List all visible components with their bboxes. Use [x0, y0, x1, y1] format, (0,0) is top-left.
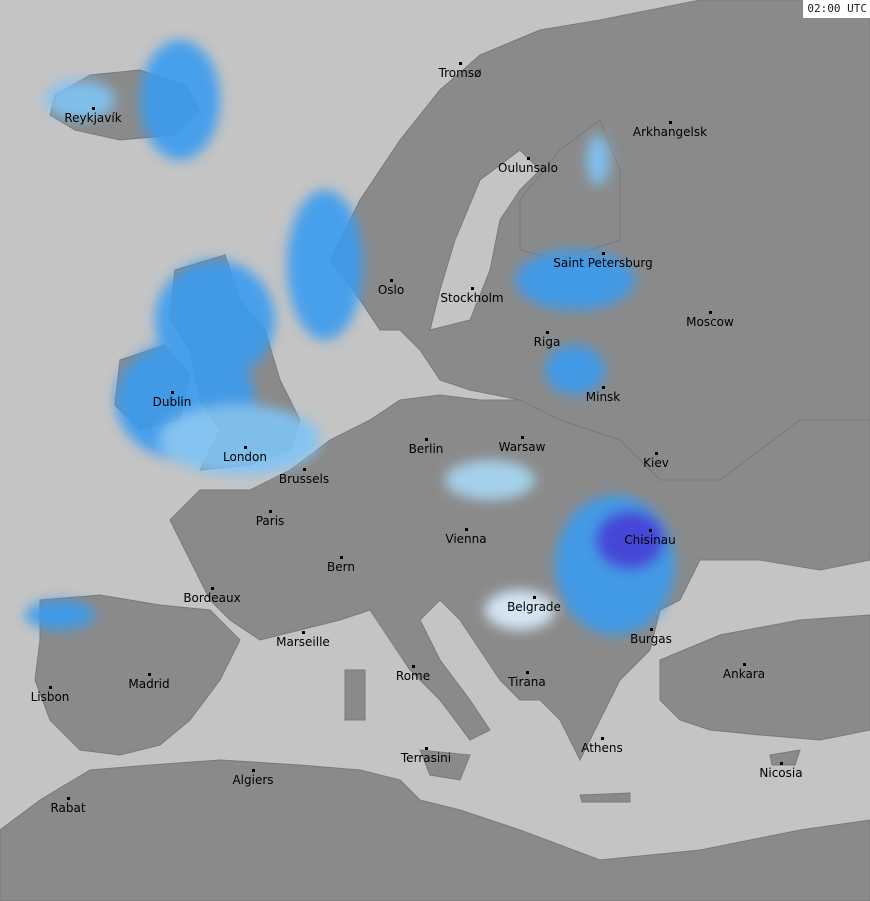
city-dot	[602, 386, 605, 389]
city-dot	[49, 686, 52, 689]
city-dot	[602, 252, 605, 255]
city-label: Warsaw	[498, 440, 546, 454]
city-label: Nicosia	[759, 766, 803, 780]
radar-echo-england	[160, 405, 320, 475]
city-dot	[412, 665, 415, 668]
city-label: Rabat	[50, 801, 86, 815]
city-dot	[546, 331, 549, 334]
city-label: Bern	[327, 560, 355, 574]
city-dot	[269, 510, 272, 513]
city-label: Kiev	[643, 456, 669, 470]
city-dot	[527, 157, 530, 160]
radar-echo-moldova-heavy	[595, 510, 665, 570]
radar-echo-poland	[445, 460, 535, 500]
city-label: Chisinau	[624, 533, 676, 547]
city-label: Saint Petersburg	[553, 256, 653, 270]
city-dot	[709, 311, 712, 314]
city-label: Marseille	[276, 635, 330, 649]
city-dot	[303, 468, 306, 471]
city-label: Tirana	[508, 675, 546, 689]
city-label: Bordeaux	[183, 591, 241, 605]
city-dot	[743, 663, 746, 666]
land-crete	[579, 792, 631, 803]
city-label: Belgrade	[507, 600, 561, 614]
radar-echo-finland	[586, 135, 610, 185]
city-dot	[92, 107, 95, 110]
radar-echo-iceland	[140, 40, 220, 160]
city-dot	[390, 279, 393, 282]
radar-echo-belarus	[545, 345, 605, 395]
city-label: Reykjavík	[64, 111, 122, 125]
city-dot	[425, 438, 428, 441]
city-dot	[533, 596, 536, 599]
city-dot	[244, 446, 247, 449]
city-dot	[650, 628, 653, 631]
city-label: Vienna	[445, 532, 487, 546]
city-dot	[425, 747, 428, 750]
city-label: Moscow	[686, 315, 734, 329]
city-label: Riga	[533, 335, 561, 349]
land-cyprus	[769, 749, 801, 766]
city-dot	[655, 452, 658, 455]
radar-echo-iceland-west	[45, 80, 115, 120]
land-iberia	[34, 594, 241, 756]
city-dot	[171, 391, 174, 394]
city-dot	[211, 587, 214, 590]
city-label: Tromsø	[438, 66, 482, 80]
city-dot	[649, 529, 652, 532]
city-label: Madrid	[128, 677, 170, 691]
city-label: Arkhangelsk	[632, 125, 708, 139]
city-dot	[302, 631, 305, 634]
land-turkey	[659, 614, 870, 741]
city-dot	[459, 62, 462, 65]
land-continent	[169, 394, 870, 762]
city-label: Oulunsalo	[498, 161, 558, 175]
city-label: Berlin	[408, 442, 444, 456]
city-label: London	[223, 450, 267, 464]
city-label: Rome	[395, 669, 431, 683]
radar-echoes	[25, 40, 675, 635]
radar-echo-baltic	[515, 250, 635, 310]
city-label: Stockholm	[440, 291, 504, 305]
city-dot	[148, 673, 151, 676]
radar-echo-galicia	[25, 600, 95, 630]
city-dot	[340, 556, 343, 559]
city-label: Lisbon	[30, 690, 70, 704]
radar-echo-balkans	[485, 590, 555, 630]
city-label: Algiers	[232, 773, 274, 787]
city-label: Paris	[255, 514, 285, 528]
timestamp-label: 02:00 UTC	[803, 0, 870, 18]
city-dot	[526, 671, 529, 674]
radar-echo-norway	[287, 190, 363, 340]
city-label: Dublin	[152, 395, 192, 409]
city-dot	[471, 287, 474, 290]
city-label: Brussels	[278, 472, 330, 486]
land-sardinia	[344, 669, 366, 721]
land-sicily	[419, 749, 471, 781]
city-dot	[601, 737, 604, 740]
city-dot	[521, 436, 524, 439]
city-dot	[669, 121, 672, 124]
land-africa	[0, 759, 870, 901]
city-dot	[252, 769, 255, 772]
city-label: Burgas	[630, 632, 672, 646]
city-label: Minsk	[585, 390, 621, 404]
city-label: Ankara	[722, 667, 766, 681]
city-label: Athens	[581, 741, 623, 755]
city-dot	[780, 762, 783, 765]
city-dot	[67, 797, 70, 800]
city-label: Oslo	[377, 283, 405, 297]
city-label: Terrasini	[400, 751, 452, 765]
city-dot	[465, 528, 468, 531]
